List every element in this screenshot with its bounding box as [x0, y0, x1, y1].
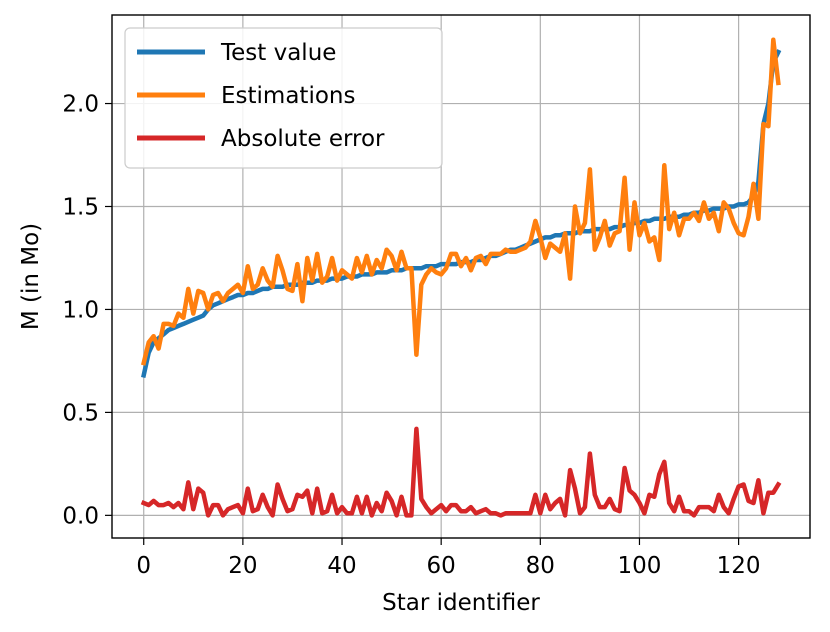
x-axis-ticks: 0 20 40 60 80 100 120: [136, 538, 761, 579]
x-tick-label: 0: [136, 553, 151, 579]
y-tick-label: 2.0: [62, 92, 99, 118]
x-tick-label: 100: [618, 553, 662, 579]
y-tick-label: 1.0: [62, 297, 99, 323]
x-tick-label: 80: [526, 553, 555, 579]
legend-box: [124, 27, 443, 169]
x-tick-label: 60: [427, 553, 456, 579]
y-axis-ticks: 0.0 0.5 1.0 1.5 2.0: [62, 92, 112, 529]
plot-area-frame: [111, 14, 811, 539]
y-tick-label: 0.0: [62, 503, 99, 529]
y-axis-label: M (in Mo): [18, 223, 44, 330]
legend-label-absolute-error: Absolute error: [221, 126, 385, 152]
series-line-absolute-error: [140, 426, 782, 518]
x-tick-label: 20: [228, 553, 257, 579]
x-tick-label: 40: [327, 553, 356, 579]
legend: Test value Estimations Absolute error: [124, 27, 443, 169]
series-line-estimations: [140, 37, 781, 366]
y-tick-label: 0.5: [62, 400, 99, 426]
x-axis-label: Star identifier: [382, 590, 540, 616]
series-lines: [140, 37, 782, 518]
x-tick-label: 120: [717, 553, 761, 579]
legend-label-estimations: Estimations: [221, 83, 355, 109]
y-tick-label: 1.5: [62, 194, 99, 220]
legend-label-test-value: Test value: [220, 40, 336, 66]
